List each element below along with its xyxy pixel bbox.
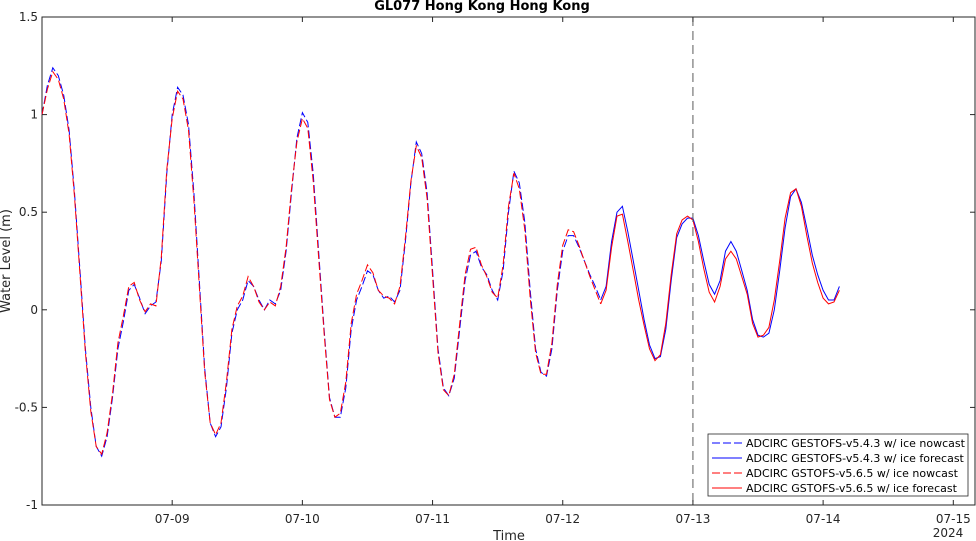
series-line-2	[600, 187, 840, 360]
y-tick-label: 1.5	[19, 10, 38, 24]
x-axis-year-label: 2024	[933, 526, 964, 540]
x-axis-label: Time	[492, 529, 525, 541]
x-tick-label: 07-13	[675, 512, 710, 526]
y-tick-label: 1	[30, 108, 38, 122]
x-tick-label: 07-11	[415, 512, 450, 526]
series-layer	[41, 66, 840, 458]
y-axis-label: Water Level (m)	[0, 209, 14, 313]
y-tick-label: 0.5	[19, 205, 38, 219]
x-tick-label: 07-12	[545, 512, 580, 526]
series-line-4	[600, 187, 840, 362]
legend-entry-label: ADCIRC GESTOFS-v5.4.3 w/ ice nowcast	[746, 437, 966, 450]
plot-frame	[41, 16, 976, 506]
legend-entry-label: ADCIRC GSTOFS-v5.6.5 w/ ice nowcast	[746, 467, 959, 480]
y-tick-label: -1	[26, 498, 38, 512]
legend-entry-label: ADCIRC GESTOFS-v5.4.3 w/ ice forecast	[746, 452, 965, 465]
x-tick-label: 07-10	[285, 512, 320, 526]
legend-box	[707, 433, 969, 497]
plot-area	[41, 16, 976, 506]
x-tick-label: 07-09	[155, 512, 190, 526]
y-axis-ticks: 1.5 1 0.5 0 -0.5 -1	[15, 10, 975, 512]
legend: ADCIRC GESTOFS-v5.4.3 w/ ice nowcast ADCI…	[707, 433, 969, 497]
x-tick-label: 07-15	[936, 512, 971, 526]
y-tick-label: -0.5	[15, 400, 38, 414]
x-tick-label: 07-14	[806, 512, 841, 526]
x-axis-ticks: 07-09 07-10 07-11 07-12 07-13 07-14 07-15	[155, 17, 971, 526]
legend-entry-label: ADCIRC GSTOFS-v5.6.5 w/ ice forecast	[746, 482, 958, 495]
chart-title: GL077 Hong Kong Hong Kong	[374, 0, 590, 14]
series-line-3	[41, 70, 602, 456]
y-tick-label: 0	[30, 303, 38, 317]
